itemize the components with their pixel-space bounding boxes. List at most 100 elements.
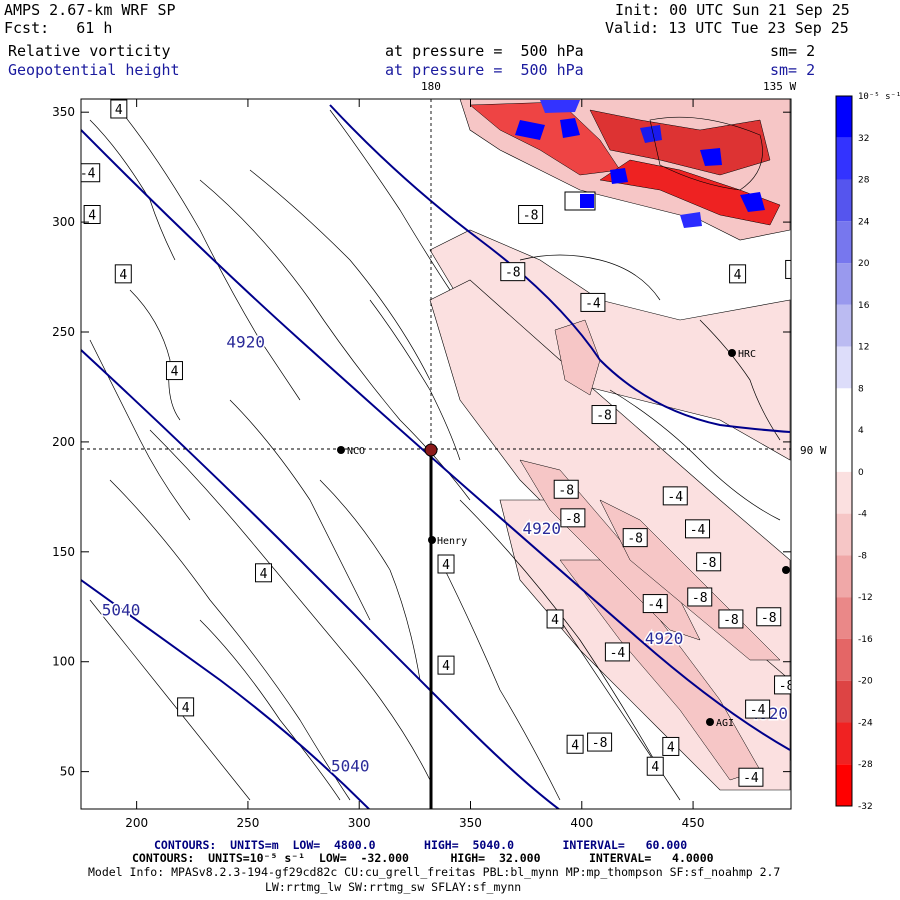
colorbar-swatch <box>836 221 852 264</box>
vorticity-contour-label: 4 <box>88 209 96 224</box>
y-tick-label: 250 <box>52 325 75 339</box>
vorticity-label-box <box>604 642 630 662</box>
y-tick-label: 100 <box>52 655 75 669</box>
vorticity-label-box <box>83 205 101 225</box>
x-tick-label: 300 <box>348 816 371 830</box>
vorticity-contour-label: 4 <box>442 659 450 674</box>
colorbar-tick-label: 16 <box>858 301 870 311</box>
vorticity-label-box <box>745 699 771 719</box>
colorbar-tick-label: -28 <box>858 760 873 770</box>
vorticity-label-box <box>437 554 455 574</box>
vorticity-contour-label: 4 <box>551 613 559 628</box>
colorbar-swatch <box>836 555 852 598</box>
height-contour-label: 4920 <box>522 519 561 538</box>
vorticity-contour-label: -4 <box>610 646 626 661</box>
vorticity-label-box <box>729 264 747 284</box>
vorticity-contour-label: -8 <box>523 209 539 224</box>
lat-label-90w: 90 W <box>800 444 827 457</box>
vorticity-label-box <box>662 486 688 506</box>
colorbar-swatch <box>836 471 852 514</box>
x-tick-label: 350 <box>459 816 482 830</box>
station-label: Henry <box>437 536 467 547</box>
colorbar-tick-label: -12 <box>858 593 873 603</box>
colorbar-tick-label: -16 <box>858 635 873 645</box>
vorticity-contour-label: -4 <box>750 703 766 718</box>
vorticity-contour-label: -4 <box>690 523 706 538</box>
vorticity-contour-label: -8 <box>558 483 574 498</box>
vorticity-contour-label: -4 <box>80 167 96 182</box>
vorticity-label-box <box>687 587 713 607</box>
vorticity-label-box <box>437 655 455 675</box>
station-label: AGI <box>716 718 734 729</box>
station-markers <box>337 349 790 726</box>
vorticity-contour-label: -8 <box>701 556 717 571</box>
footer-physics-info: LW:rrtmg_lw SW:rrtmg_sw SFLAY:sf_mynn <box>265 880 522 894</box>
vorticity-contour-label: 4 <box>260 567 268 582</box>
vorticity-label-box <box>785 259 791 279</box>
coastal-vorticity-cluster <box>459 99 791 241</box>
vorticity-contour-label: 4 <box>115 103 123 118</box>
vorticity-contour-label: 4 <box>171 365 179 380</box>
vorticity-label-box <box>81 163 101 183</box>
colorbar-tick-label: 28 <box>858 176 870 186</box>
lon-label-180: 180 <box>421 80 441 93</box>
init-time: Init: 00 UTC Sun 21 Sep 25 <box>615 1 850 19</box>
footer-model-info: Model Info: MPASv8.2.3-194-gf29cd82c CU:… <box>88 865 781 879</box>
x-tick-label: 400 <box>570 816 593 830</box>
colorbar-frame <box>835 95 853 807</box>
vorticity-label-box <box>718 609 744 629</box>
valid-time: Valid: 13 UTC Tue 23 Sep 25 <box>605 19 849 37</box>
colorbar-tick-label: 8 <box>858 384 864 394</box>
vorticity-contour-label: -8 <box>692 591 708 606</box>
colorbar-swatch <box>836 680 852 723</box>
height-contour-label: 4920 <box>226 332 265 351</box>
colorbar-tick-label: 0 <box>858 468 864 478</box>
vorticity-contour-label: 4 <box>119 268 127 283</box>
colorbar-tick-label: -32 <box>858 802 873 812</box>
vorticity-label-box <box>622 528 648 548</box>
colorbar-swatch <box>836 388 852 431</box>
height-contour-lines <box>81 104 791 809</box>
vorticity-label-box <box>646 756 664 776</box>
footer-height-contours: CONTOURS: UNITS=m LOW= 4800.0 HIGH= 5040… <box>154 838 688 852</box>
x-tick-label: 250 <box>236 816 259 830</box>
colorbar-swatch <box>836 597 852 639</box>
y-tick-label: 50 <box>60 765 75 779</box>
vorticity-contour-label: 4 <box>442 558 450 573</box>
colorbar-tick-label: 24 <box>858 217 870 227</box>
station-label: NCO <box>347 446 365 457</box>
vorticity-label-box <box>642 594 668 614</box>
vorticity-label-box <box>500 262 526 282</box>
vorticity-contour-label: -4 <box>585 296 601 311</box>
contour-labels: 4920492049204920504050404-4444444444444-… <box>80 99 806 787</box>
vorticity-label-box <box>738 767 764 787</box>
height-contour-label: 5040 <box>102 601 141 620</box>
colorbar-tick-label: -24 <box>858 718 873 728</box>
colorbar-swatch <box>836 722 852 765</box>
lon-label-135w: 135 W <box>763 80 797 93</box>
station-label: HRC <box>738 349 756 360</box>
x-tick-label: 450 <box>682 816 705 830</box>
colorbar-tick-label: 4 <box>858 426 864 436</box>
axis-ticks: 200 250 300 350 400 450 50 100 150 200 250 300 350 <box>52 99 791 830</box>
colorbar: 32 28 24 20 16 12 8 4 0 -4 -8 -12 -16 -20 -24 -28 -32 <box>835 95 873 812</box>
vorticity-contour-label: 4 <box>571 738 579 753</box>
height-contour-label: 5040 <box>331 757 370 776</box>
vorticity-label-box <box>756 607 782 627</box>
colorbar-swatch <box>836 304 852 347</box>
vorticity-contour-label: 4 <box>667 740 675 755</box>
colorbar-swatch <box>836 179 852 222</box>
colorbar-unit-label: 10⁻⁵ s⁻¹ <box>858 92 900 102</box>
vorticity-label-box <box>518 205 544 225</box>
vorticity-contour-label: -4 <box>790 263 806 278</box>
vorticity-label-box <box>662 736 680 756</box>
colorbar-swatch <box>836 430 852 472</box>
y-tick-label: 200 <box>52 435 75 449</box>
field1-smoothing: sm= 2 <box>770 42 816 60</box>
colorbar-swatch <box>836 137 852 180</box>
colorbar-tick-label: 32 <box>858 134 869 144</box>
colorbar-tick-label: 20 <box>858 259 870 269</box>
station-labels: NCO Henry HRC AGI <box>347 349 756 729</box>
vorticity-label-box <box>165 361 183 381</box>
